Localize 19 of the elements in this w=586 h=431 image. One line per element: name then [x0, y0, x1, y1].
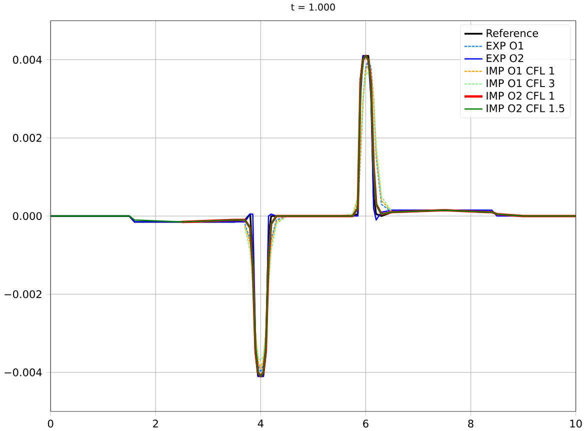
y-tick-label: 0.000 — [12, 212, 42, 220]
legend-label: IMP O1 CFL 1 — [486, 66, 554, 75]
x-tick-label: 10 — [570, 420, 582, 428]
chart-title: t = 1.000 — [291, 3, 335, 11]
y-tick-label: 0.004 — [12, 56, 42, 64]
x-tick-label: 0 — [48, 420, 54, 428]
x-tick-label: 6 — [363, 420, 368, 428]
legend-label: IMP O2 CFL 1.5 — [486, 104, 564, 112]
y-tick-label: −0.002 — [4, 290, 42, 298]
legend-label: EXP O1 — [486, 42, 524, 50]
legend-label: EXP O2 — [486, 54, 524, 62]
y-tick-label: −0.004 — [4, 368, 42, 376]
x-tick-label: 4 — [258, 420, 264, 428]
legend-label: IMP O2 CFL 1 — [486, 92, 554, 100]
legend-label: Reference — [486, 28, 538, 38]
legend-label: IMP O1 CFL 3 — [486, 79, 554, 88]
y-tick-label: 0.002 — [12, 134, 42, 142]
x-tick-label: 8 — [468, 420, 474, 428]
x-tick-label: 2 — [153, 420, 158, 428]
